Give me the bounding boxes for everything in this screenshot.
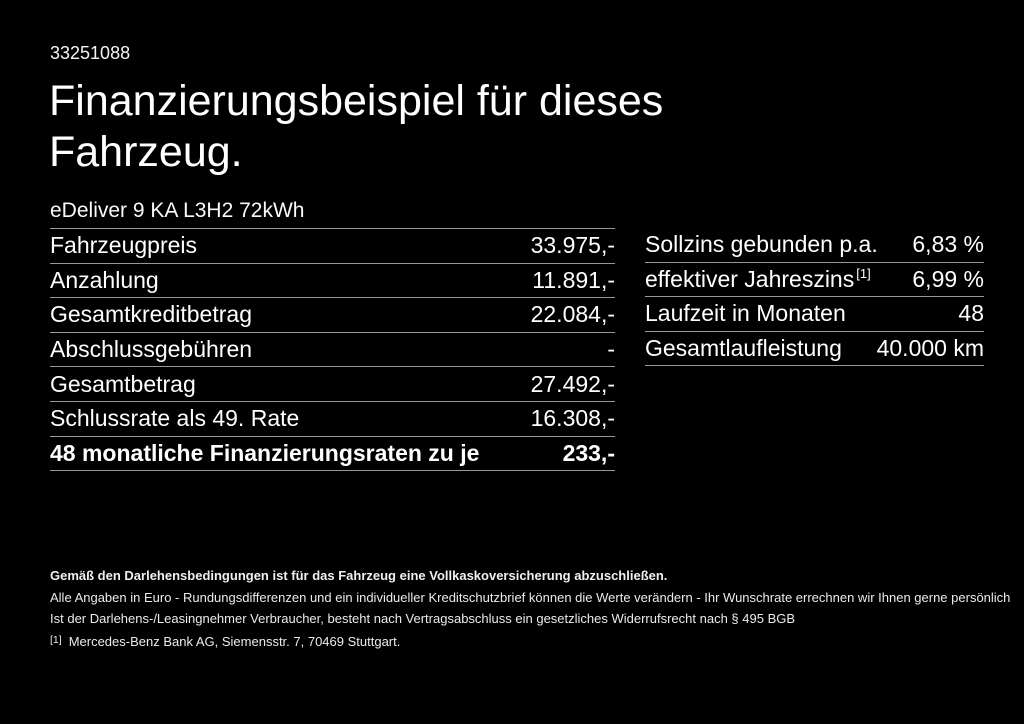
row-value: 33.975,-	[530, 232, 615, 259]
table-row: Sollzins gebunden p.a. 6,83 %	[645, 228, 984, 263]
row-value: -	[607, 336, 615, 363]
row-label: effektiver Jahreszins [1]	[645, 265, 871, 292]
disclaimer-line-1: Alle Angaben in Euro - Rundungsdifferenz…	[50, 590, 1011, 605]
table-row: Gesamtbetrag 27.492,-	[50, 367, 615, 402]
page-title: Finanzierungsbeispiel für dieses Fahrzeu…	[49, 77, 664, 176]
row-label: Gesamtlaufleistung	[645, 335, 842, 362]
table-row: Gesamtlaufleistung 40.000 km	[645, 332, 984, 367]
row-value: 16.308,-	[530, 405, 615, 432]
row-value: 40.000 km	[876, 335, 984, 362]
financing-table-left: Fahrzeugpreis 33.975,- Anzahlung 11.891,…	[50, 228, 615, 472]
row-label: Abschlussgebühren	[50, 336, 253, 363]
row-label: Sollzins gebunden p.a.	[645, 231, 878, 258]
row-value: 22.084,-	[530, 301, 615, 328]
row-value: 27.492,-	[530, 370, 615, 397]
table-row: Laufzeit in Monaten 48	[645, 297, 984, 332]
row-value: 6,83 %	[912, 231, 984, 258]
row-value: 6,99 %	[912, 265, 984, 292]
footnote-marker: [1]	[50, 634, 62, 646]
row-label: 48 monatliche Finanzierungsraten zu je	[50, 439, 480, 466]
row-value: 11.891,-	[532, 266, 615, 293]
row-label: Anzahlung	[50, 266, 159, 293]
table-row: effektiver Jahreszins [1] 6,99 %	[645, 263, 984, 298]
table-row: Gesamtkreditbetrag 22.084,-	[50, 298, 615, 333]
vehicle-id: 33251088	[50, 43, 131, 63]
row-label: Gesamtkreditbetrag	[50, 301, 252, 328]
table-row-monthly-rate: 48 monatliche Finanzierungsraten zu je 2…	[50, 437, 615, 472]
disclaimer-insurance-note: Gemäß den Darlehensbedingungen ist für d…	[50, 568, 668, 583]
footnote-reference: [1]	[856, 266, 871, 282]
row-label: Laufzeit in Monaten	[645, 300, 846, 327]
footnote-text: Mercedes-Benz Bank AG, Siemensstr. 7, 70…	[68, 634, 401, 649]
row-label: Fahrzeugpreis	[50, 232, 198, 259]
row-value: 233,-	[562, 439, 615, 466]
disclaimer-line-2: Ist der Darlehens-/Leasingnehmer Verbrau…	[50, 611, 796, 626]
row-label: Schlussrate als 49. Rate	[50, 405, 300, 432]
row-value: 48	[958, 300, 984, 327]
table-row: Abschlussgebühren -	[50, 333, 615, 368]
financing-table-right: Sollzins gebunden p.a. 6,83 % effektiver…	[645, 228, 984, 367]
table-row: Anzahlung 11.891,-	[50, 264, 615, 299]
row-label: Gesamtbetrag	[50, 370, 196, 397]
table-row: Fahrzeugpreis 33.975,-	[50, 229, 615, 264]
table-row: Schlussrate als 49. Rate 16.308,-	[50, 402, 615, 437]
vehicle-name: eDeliver 9 KA L3H2 72kWh	[50, 199, 305, 222]
footnote-bank-address: [1] Mercedes-Benz Bank AG, Siemensstr. 7,…	[50, 634, 400, 649]
